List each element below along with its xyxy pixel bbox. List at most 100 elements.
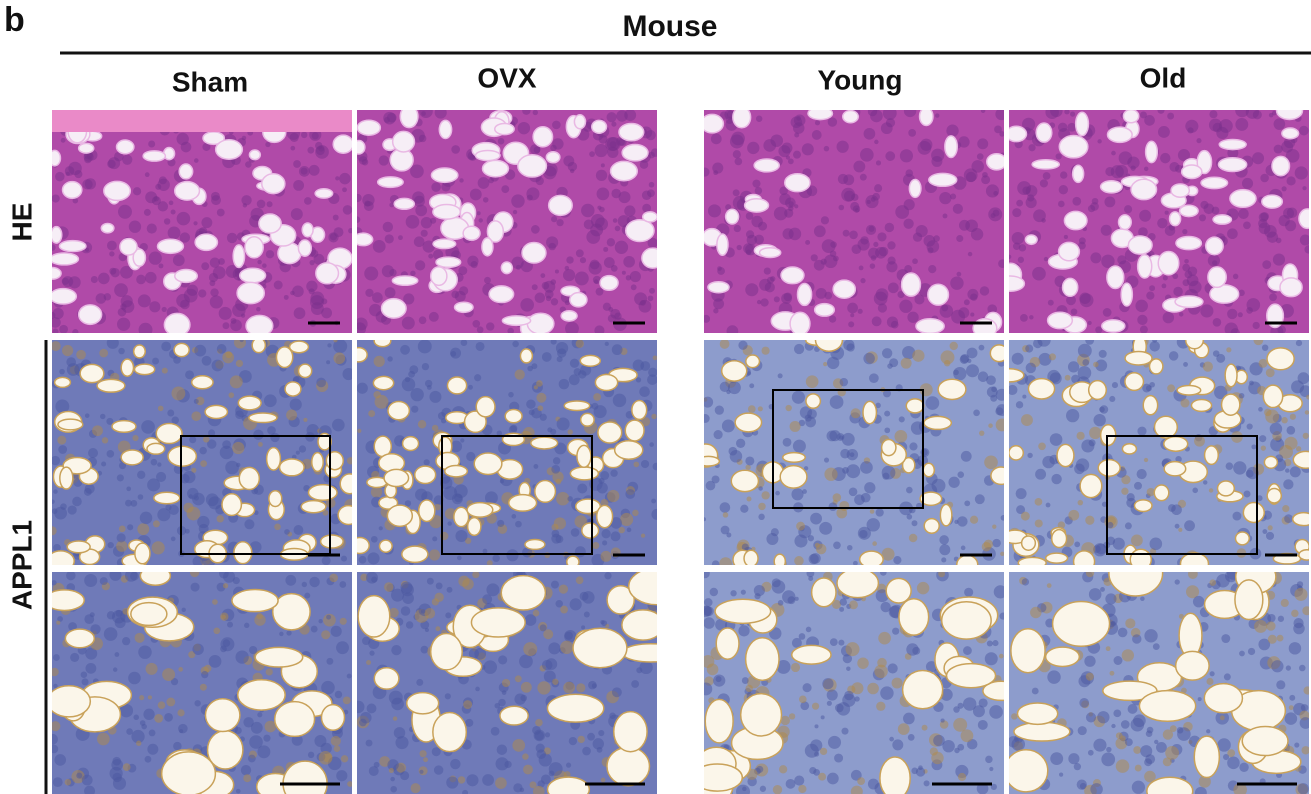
- cell: [419, 769, 424, 774]
- adipocyte: [132, 344, 147, 359]
- cell: [1207, 254, 1220, 267]
- adipocyte: [470, 607, 526, 638]
- cell: [803, 466, 809, 471]
- cell: [1081, 439, 1095, 453]
- cell: [293, 160, 301, 168]
- cell: [995, 110, 1004, 121]
- cell: [168, 200, 174, 206]
- cell: [126, 728, 133, 735]
- cell: [1020, 511, 1030, 521]
- cell: [550, 340, 557, 345]
- cell: [52, 341, 61, 352]
- cell: [398, 235, 403, 241]
- cell: [551, 464, 561, 474]
- cell: [410, 783, 421, 794]
- adipocyte: [1142, 394, 1159, 416]
- cell: [1175, 164, 1183, 173]
- adipocyte: [939, 503, 953, 527]
- adipocyte: [581, 522, 600, 539]
- cell: [1184, 270, 1193, 279]
- adipocyte: [500, 574, 547, 611]
- cell: [964, 500, 971, 507]
- cell: [52, 580, 57, 586]
- cell: [422, 240, 435, 253]
- cell: [1105, 593, 1117, 605]
- cell: [413, 236, 425, 248]
- cell: [152, 520, 160, 528]
- cell: [1084, 655, 1096, 667]
- adipocyte: [1209, 284, 1240, 304]
- cell: [1162, 275, 1168, 281]
- cell: [939, 192, 952, 205]
- cell: [908, 129, 917, 137]
- cell: [839, 606, 845, 612]
- cell: [472, 319, 481, 328]
- cell: [850, 785, 863, 794]
- adipocyte: [204, 404, 229, 420]
- micrograph: [52, 340, 352, 565]
- adipocyte: [237, 395, 262, 411]
- cell: [1286, 176, 1296, 186]
- adipocyte: [810, 577, 837, 608]
- cell: [106, 417, 114, 425]
- cell: [939, 544, 951, 556]
- cell: [732, 189, 740, 197]
- cell: [211, 195, 221, 206]
- cell: [822, 678, 834, 690]
- adipocyte: [488, 285, 515, 304]
- cell: [799, 695, 807, 704]
- cell: [779, 186, 788, 196]
- cell: [429, 390, 442, 403]
- cell: [410, 164, 424, 179]
- adipocyte: [1175, 235, 1203, 251]
- cell: [74, 170, 83, 179]
- cell: [109, 251, 115, 257]
- cell: [437, 412, 446, 420]
- cell: [226, 232, 238, 244]
- cell: [329, 573, 338, 583]
- inset-box: [772, 389, 924, 509]
- cell: [597, 205, 602, 210]
- cell: [998, 653, 1004, 659]
- cell: [782, 437, 792, 447]
- adipocyte: [1263, 455, 1279, 469]
- cell: [1294, 742, 1300, 748]
- cell: [531, 363, 538, 370]
- cell: [1157, 110, 1165, 114]
- cell: [183, 288, 198, 303]
- cell: [68, 276, 81, 289]
- adipocyte: [1071, 164, 1085, 184]
- cell: [389, 268, 397, 277]
- adipocyte: [254, 646, 304, 668]
- cell: [1011, 713, 1018, 720]
- cell: [1095, 326, 1103, 333]
- adipocyte: [545, 151, 561, 164]
- cell: [747, 141, 760, 155]
- cell: [1087, 205, 1096, 213]
- adipocyte: [58, 239, 87, 253]
- cell: [745, 456, 755, 466]
- adipocyte: [1136, 253, 1153, 279]
- cell: [1302, 606, 1309, 616]
- cell: [866, 199, 871, 204]
- cell: [777, 373, 783, 379]
- cell: [942, 213, 948, 219]
- cell: [53, 543, 61, 552]
- cell: [756, 299, 762, 305]
- adipocyte: [1044, 552, 1069, 564]
- adipocyte: [155, 422, 183, 445]
- adipocyte: [453, 506, 470, 528]
- cell: [1138, 227, 1148, 237]
- cell: [121, 300, 135, 313]
- cell: [727, 381, 741, 395]
- cell: [1203, 203, 1215, 215]
- cell: [1012, 208, 1022, 218]
- adipocyte: [387, 400, 411, 421]
- cell: [758, 513, 765, 521]
- cell: [823, 254, 838, 269]
- cell: [378, 526, 383, 531]
- adipocyte: [836, 572, 880, 599]
- cell: [1297, 783, 1309, 794]
- cell: [1157, 218, 1168, 229]
- cell: [1091, 197, 1099, 205]
